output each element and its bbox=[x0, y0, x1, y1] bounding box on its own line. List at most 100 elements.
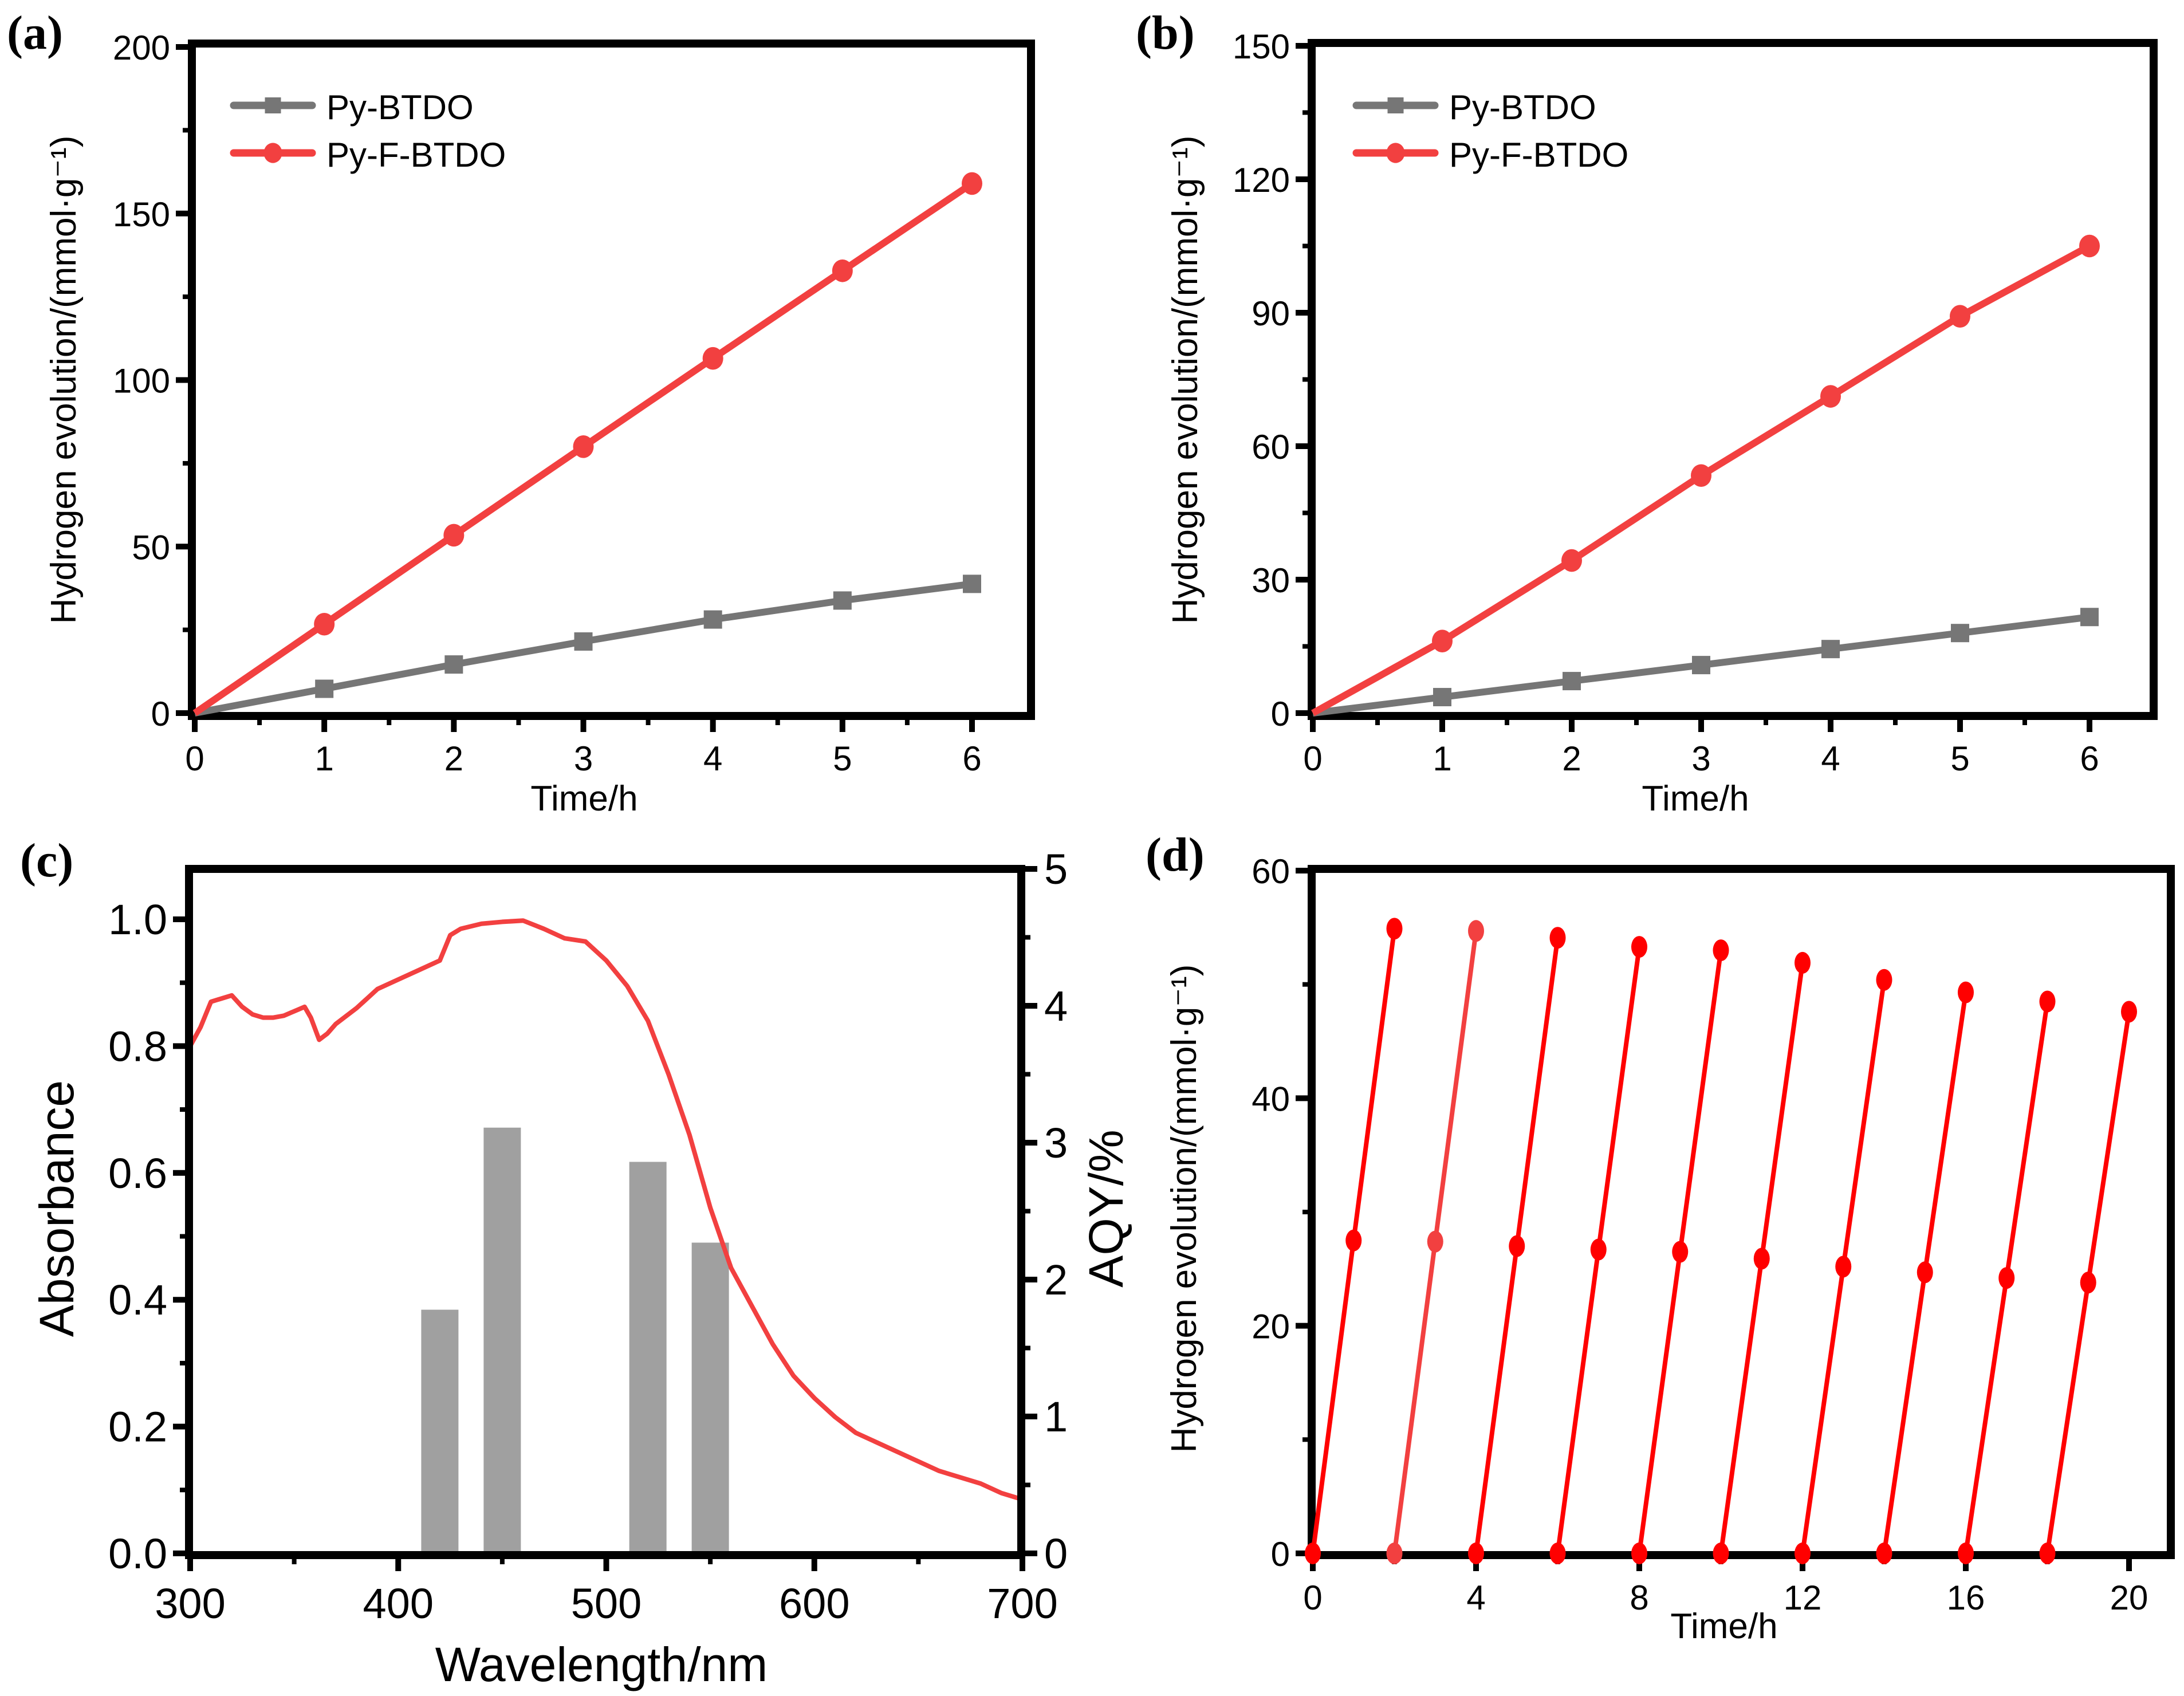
panel-d-cycle-3-point bbox=[1631, 936, 1647, 958]
panel-d-cycle-1-point bbox=[1427, 1230, 1443, 1253]
panel-b-series-0-point bbox=[1692, 656, 1710, 675]
panel-b-xtick-label: 2 bbox=[1562, 739, 1581, 778]
panel-d-xtick-label: 4 bbox=[1466, 1579, 1485, 1617]
panel-c-ylabel: Absorbance bbox=[30, 1080, 84, 1337]
panel-a-ytick-label: 150 bbox=[113, 195, 170, 234]
panel-b-series-0-point bbox=[1951, 624, 1969, 643]
panel-d-cycle-6-point bbox=[1835, 1256, 1852, 1278]
panel-d-cycle-9-point bbox=[2080, 1272, 2096, 1294]
panel-b-series-1-point bbox=[1561, 549, 1582, 572]
panel-d-cycle-9-point bbox=[2121, 1001, 2137, 1023]
panel-c-aqy-bar bbox=[691, 1242, 729, 1553]
panel-b-series-1-point bbox=[1432, 629, 1453, 652]
panel-c-label: (c) bbox=[20, 834, 73, 887]
panel-a-legend-label-0: Py-BTDO bbox=[326, 88, 474, 127]
panel-b-ytick-label: 90 bbox=[1252, 294, 1290, 333]
panel-b-legend-marker-0 bbox=[1387, 97, 1404, 113]
panel-a-series-0-point bbox=[833, 591, 852, 610]
panel-d-cycle-3-point bbox=[1549, 1542, 1566, 1564]
panel-a-series-1-point bbox=[702, 347, 723, 370]
panel-a-series-0-point bbox=[963, 574, 981, 593]
panel-d: (d) 0 4 8 12 16 20 0 20 40 60 Time/h Hydrogen evo… bbox=[1146, 828, 2175, 1646]
panel-d-ytick-label: 0 bbox=[1271, 1535, 1290, 1573]
panel-b-xtick-label: 5 bbox=[1950, 739, 1969, 778]
panel-d-cycle-7-point bbox=[1917, 1261, 1933, 1284]
panel-d-cycle-2-point bbox=[1509, 1235, 1525, 1257]
panel-d-xtick-label: 20 bbox=[2110, 1579, 2148, 1617]
panel-d-label: (d) bbox=[1146, 828, 1205, 882]
panel-d-cycle-8-point bbox=[2039, 990, 2056, 1013]
panel-c-aqy-bar bbox=[421, 1309, 459, 1553]
panel-a-axes: 0 1 2 3 4 5 6 0 50 100 150 200 bbox=[113, 29, 1035, 778]
panel-d-cycle-3-point bbox=[1590, 1238, 1607, 1261]
panel-d-cycle-5-point bbox=[1753, 1248, 1770, 1270]
panel-d-cycle-5-point bbox=[1713, 1542, 1729, 1564]
panel-a-series-1-point bbox=[962, 172, 982, 195]
panel-b-label: (b) bbox=[1136, 6, 1195, 60]
panel-a: (a) 0 1 2 3 4 5 6 0 50 100 150 200 Time/h Hydrogen … bbox=[7, 6, 1035, 819]
panel-d-cycle-5-point bbox=[1795, 951, 1811, 974]
panel-a-plot-frame bbox=[188, 40, 1035, 720]
panel-c: (c) 300 400 500 600 700 0.0 0.2 0.4 0.6 0.8 1.0 0 1 2… bbox=[20, 834, 1133, 1691]
panel-c-ytick-right-label: 0 bbox=[1044, 1530, 1068, 1577]
panel-a-xtick-label: 2 bbox=[444, 739, 463, 778]
panel-d-cycle-2-point bbox=[1549, 927, 1566, 949]
panel-c-ylabel-right: AQY/% bbox=[1079, 1130, 1133, 1287]
panel-d-cycle-1-point bbox=[1468, 920, 1484, 942]
panel-b-xtick-label: 0 bbox=[1303, 739, 1322, 778]
panel-c-aqy-bar bbox=[483, 1127, 521, 1553]
panel-a-ytick-label: 50 bbox=[132, 528, 170, 566]
panel-c-xtick-label: 600 bbox=[779, 1580, 849, 1627]
panel-b-ytick-label: 120 bbox=[1233, 161, 1290, 199]
panel-b-ytick-label: 30 bbox=[1252, 561, 1290, 600]
panel-d-cycle-9-point bbox=[2039, 1542, 2056, 1564]
panel-c-xtick-label: 400 bbox=[363, 1580, 434, 1627]
panel-b-series-1-point bbox=[1691, 464, 1711, 487]
panel-d-cycle-7-point bbox=[1876, 1542, 1892, 1564]
panel-a-legend-marker-1 bbox=[263, 143, 282, 163]
panel-a-xtick-label: 3 bbox=[574, 739, 593, 778]
panel-d-xlabel: Time/h bbox=[1670, 1607, 1777, 1646]
panel-c-ytick-label: 0.4 bbox=[108, 1276, 167, 1324]
panel-d-ytick-label: 40 bbox=[1252, 1080, 1290, 1118]
panel-b-series-0-point bbox=[1821, 640, 1840, 659]
panel-c-ytick-right-label: 2 bbox=[1044, 1256, 1068, 1304]
panel-a-label: (a) bbox=[7, 6, 63, 60]
panel-a-series-0-point bbox=[574, 632, 593, 651]
panel-a-legend-marker-0 bbox=[265, 97, 281, 113]
panel-d-cycle-8-point bbox=[1998, 1267, 2015, 1289]
panel-c-axes: 300 400 500 600 700 0.0 0.2 0.4 0.6 0.8 1.0 0 1 2 3 4 5 bbox=[108, 845, 1068, 1627]
panel-c-ytick-label: 0.0 bbox=[108, 1530, 167, 1577]
panel-b-ytick-label: 0 bbox=[1271, 695, 1290, 733]
panel-d-cycle-2-point bbox=[1468, 1542, 1484, 1564]
panel-c-ytick-label: 0.2 bbox=[108, 1403, 167, 1451]
panel-b-xtick-label: 3 bbox=[1691, 739, 1710, 778]
panel-d-cycle-0-point bbox=[1345, 1229, 1362, 1252]
panel-b-series-1-point bbox=[1950, 305, 1970, 328]
panel-d-xtick-label: 0 bbox=[1303, 1579, 1322, 1617]
panel-a-xtick-label: 1 bbox=[314, 739, 333, 778]
panel-b-xtick-label: 1 bbox=[1433, 739, 1451, 778]
panel-d-cycle-7-point bbox=[1958, 981, 1974, 1004]
panel-d-cycle-8-point bbox=[1958, 1542, 1974, 1564]
panel-d-xtick-label: 12 bbox=[1784, 1579, 1822, 1617]
panel-d-ytick-label: 20 bbox=[1252, 1308, 1290, 1346]
panel-a-ytick-label: 0 bbox=[151, 695, 170, 733]
panel-c-xtick-label: 500 bbox=[571, 1580, 642, 1627]
panel-a-ytick-label: 200 bbox=[113, 29, 170, 67]
panel-d-cycle-4-point bbox=[1713, 939, 1729, 962]
panel-b-plot-frame bbox=[1308, 39, 2158, 720]
panel-a-series-0-point bbox=[444, 655, 463, 674]
panel-c-ytick-right-label: 3 bbox=[1044, 1119, 1068, 1167]
panel-a-series-1-point bbox=[314, 612, 335, 636]
panel-c-ytick-right-label: 4 bbox=[1044, 982, 1068, 1030]
panel-c-aqy-bar bbox=[629, 1162, 667, 1553]
panel-c-ytick-label: 0.8 bbox=[108, 1022, 167, 1070]
panel-d-cycle-0-point bbox=[1305, 1542, 1321, 1564]
panel-a-series-1-point bbox=[832, 259, 853, 282]
panel-a-legend: Py-BTDO Py-F-BTDO bbox=[230, 88, 506, 174]
panel-b-series-1-point bbox=[1820, 385, 1841, 408]
panel-a-ytick-label: 100 bbox=[113, 362, 170, 400]
panel-c-ytick-right-label: 1 bbox=[1044, 1393, 1068, 1441]
